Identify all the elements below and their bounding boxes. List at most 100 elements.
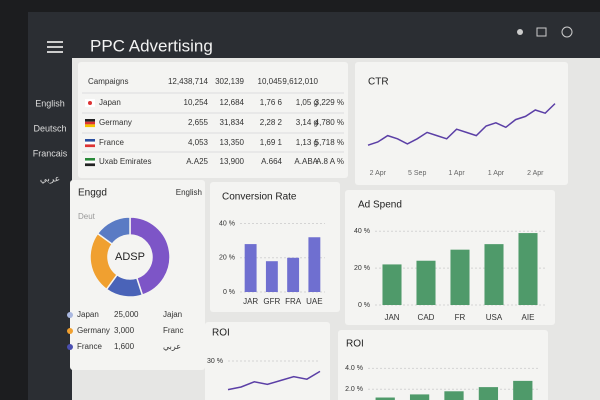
table-cell: 31,834 [220, 118, 245, 127]
y-tick-label: 20 % [219, 255, 235, 262]
language-link[interactable]: Deutsch [33, 123, 66, 133]
x-tick-label: USA [486, 313, 503, 322]
bar [478, 387, 499, 400]
table-cell: 2,28 2 [260, 118, 283, 127]
bar [265, 261, 278, 292]
x-tick-label: FRA [285, 297, 302, 306]
flag-icon [85, 121, 95, 125]
chart-title: ROI [346, 339, 364, 350]
chart-title: Conversion Rate [222, 192, 297, 203]
bar [513, 380, 533, 400]
legend-swatch [67, 328, 73, 334]
y-tick-label: 40 % [354, 228, 370, 235]
y-tick-label: 0 % [358, 302, 370, 309]
flag-icon [85, 139, 95, 142]
x-tick-label: 2 Apr [527, 170, 544, 177]
bell-icon[interactable] [517, 29, 523, 35]
flag-icon [85, 163, 95, 167]
window-icon[interactable] [536, 27, 547, 37]
annotation: Deut [78, 212, 96, 221]
language-link[interactable]: English [35, 98, 65, 108]
x-tick-label: FR [455, 313, 466, 322]
table-cell: 4,780 % [315, 118, 344, 127]
table-cell: 13,900 [220, 157, 245, 166]
table-cell: France [99, 138, 124, 147]
table-cell: 3,229 % [315, 98, 344, 107]
sidebar [28, 58, 72, 400]
x-tick-label: JAN [384, 313, 399, 322]
bar [308, 237, 321, 292]
legend-value: 1,600 [114, 342, 135, 351]
legend-extra: Franc [163, 326, 183, 335]
language-link[interactable]: Francais [33, 148, 68, 158]
donut-segment [96, 216, 131, 246]
table-cell: 1,13 g [296, 138, 318, 147]
table-cell: 10,254 [184, 98, 209, 107]
flag-icon [88, 101, 92, 105]
legend-swatch [67, 344, 73, 350]
table-header: 10,045 [258, 77, 283, 86]
y-tick-label: 20 % [354, 265, 370, 272]
table-header: 9,612,010 [282, 77, 318, 86]
legend-label: Germany [77, 326, 110, 335]
flag-icon [85, 144, 95, 148]
bar [450, 249, 470, 305]
x-tick-label: UAE [306, 297, 322, 306]
table-header: Campaigns [88, 77, 128, 86]
legend-value: 3,000 [114, 326, 135, 335]
table-cell: 1,05 g [296, 98, 318, 107]
bar [287, 257, 300, 292]
table-cell: 5,718 % [315, 138, 344, 147]
language-link[interactable]: عربي [40, 173, 60, 184]
menu-icon[interactable] [47, 41, 63, 53]
table-cell: 1,69 1 [260, 138, 283, 147]
legend-value: 25,000 [114, 310, 139, 319]
table-cell: A.A25 [186, 157, 208, 166]
table-cell: 13,350 [220, 138, 245, 147]
bar [409, 394, 430, 400]
card-subtitle: English [176, 188, 202, 197]
x-tick-label: 2 Apr [370, 170, 387, 177]
app-title: PPC Advertising [90, 36, 213, 55]
flag-icon [85, 158, 95, 161]
bar [382, 264, 402, 305]
y-tick-label: 30 % [207, 358, 223, 365]
x-tick-label: JAR [243, 297, 258, 306]
legend-extra: Jajan [163, 310, 182, 319]
donut-segment [129, 216, 171, 296]
y-tick-label: 40 % [219, 220, 235, 227]
chart-title: ROI [212, 328, 230, 339]
table-cell: 3,14 g [296, 118, 318, 127]
chart-card [355, 62, 568, 185]
flag-icon [85, 141, 95, 145]
chart-title: CTR [368, 77, 389, 88]
table-cell: Uxab Emirates [99, 157, 151, 166]
flag-icon [85, 119, 95, 122]
legend-swatch [67, 312, 73, 318]
chart-card [205, 322, 330, 400]
table-cell: Germany [99, 118, 132, 127]
table-cell: A.ABA [294, 157, 318, 166]
legend-extra: عربي [163, 342, 181, 351]
legend-label: Japan [77, 310, 99, 319]
top-bar [28, 12, 600, 58]
x-tick-label: 5 Sep [408, 170, 426, 177]
chart-card [338, 330, 548, 400]
x-tick-label: AIE [522, 313, 535, 322]
profile-icon[interactable] [561, 26, 573, 38]
table-cell: Japan [99, 98, 121, 107]
x-tick-label: 1 Apr [488, 170, 505, 177]
table-cell: A.8 A % [316, 157, 344, 166]
line [367, 103, 556, 146]
bar [484, 244, 504, 305]
table-cell: 1,76 6 [260, 98, 283, 107]
y-tick-label: 2.0 % [345, 386, 363, 393]
table-cell: 4,053 [188, 138, 209, 147]
chart-title: Enggd [78, 188, 107, 199]
flag-icon [85, 160, 95, 164]
flag-icon [85, 124, 95, 128]
legend-label: France [77, 342, 102, 351]
bar [444, 391, 464, 400]
table-cell: A.664 [261, 157, 282, 166]
